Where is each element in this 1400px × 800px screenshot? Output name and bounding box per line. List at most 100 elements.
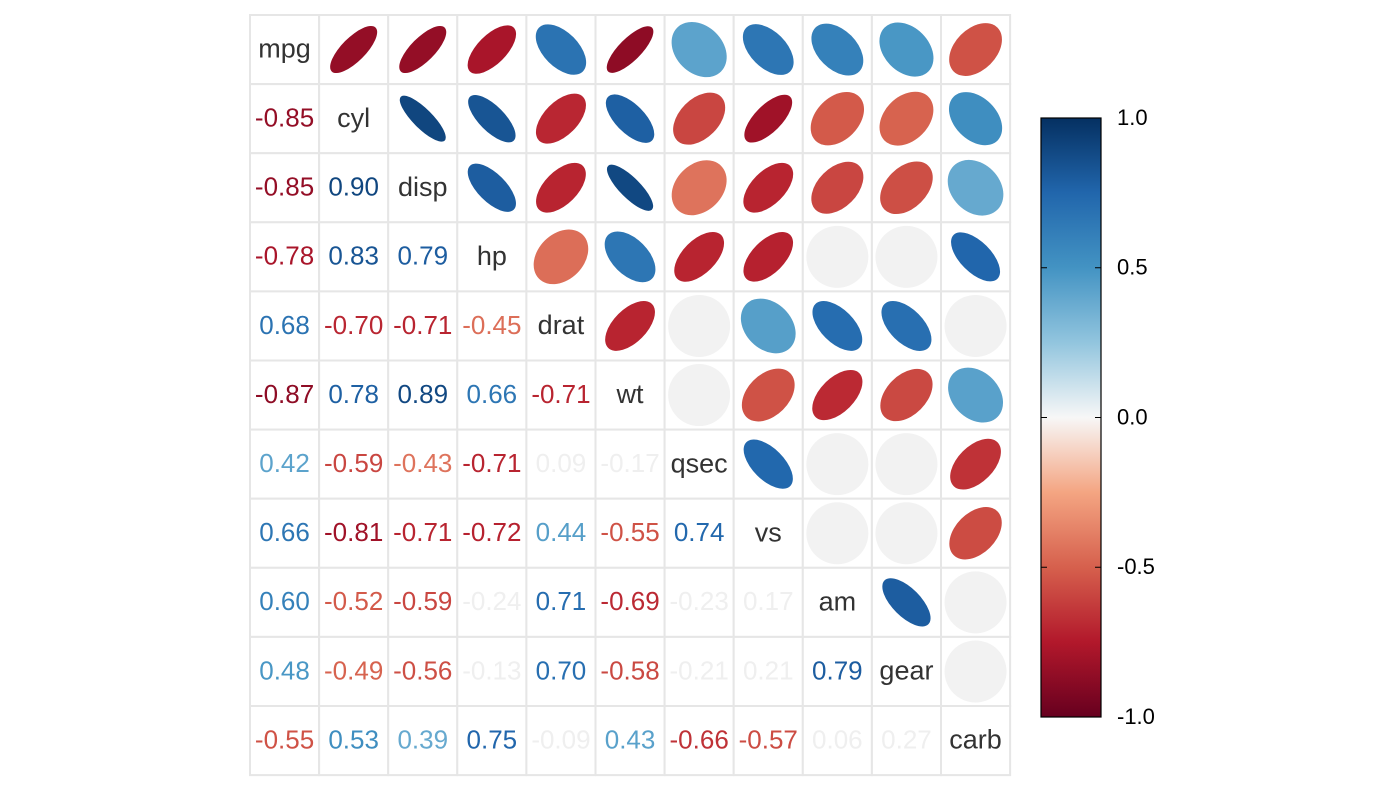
correlation-ellipse-drat-am xyxy=(812,301,863,351)
correlation-value-am-cyl: -0.52 xyxy=(324,586,383,616)
correlation-ellipse-cyl-qsec xyxy=(673,92,726,145)
correlation-value-carb-am: 0.06 xyxy=(812,724,863,754)
insignificant-circle-gear-carb xyxy=(944,640,1007,703)
matrix-cell-qsec-disp xyxy=(387,428,459,500)
matrix-cell-am-mpg xyxy=(249,566,321,638)
correlation-value-drat-disp: -0.71 xyxy=(393,310,452,340)
correlation-ellipse-mpg-vs xyxy=(742,24,794,75)
correlation-value-vs-disp: -0.71 xyxy=(393,517,452,547)
insignificant-circle-drat-qsec xyxy=(668,294,731,357)
matrix-cells: mpg -0.85 cyl -0.85 0.90 disp -0.78 0.83 0.79 hp 0… xyxy=(255,21,1007,755)
correlation-value-disp-cyl: 0.90 xyxy=(328,172,379,202)
correlation-value-am-drat: 0.71 xyxy=(536,586,587,616)
correlation-value-gear-hp: -0.13 xyxy=(462,655,521,685)
colorbar-label-2: 0.0 xyxy=(1117,404,1148,429)
correlation-ellipse-disp-drat xyxy=(536,162,586,213)
insignificant-circle-qsec-am xyxy=(806,433,869,496)
correlation-ellipse-wt-carb xyxy=(948,367,1004,423)
matrix-cell-qsec-mpg xyxy=(249,428,321,500)
insignificant-circle-qsec-gear xyxy=(875,433,938,496)
correlation-value-vs-wt: -0.55 xyxy=(600,517,659,547)
correlation-ellipse-wt-vs xyxy=(741,368,795,422)
correlation-ellipse-hp-drat xyxy=(533,229,589,285)
correlation-value-hp-cyl: 0.83 xyxy=(328,241,379,271)
correlation-value-vs-qsec: 0.74 xyxy=(674,517,725,547)
correlation-value-gear-vs: 0.21 xyxy=(743,655,794,685)
correlation-value-carb-wt: 0.43 xyxy=(605,724,656,754)
matrix-cell-qsec-carb xyxy=(940,428,1012,500)
correlation-value-carb-cyl: 0.53 xyxy=(328,724,379,754)
matrix-cell-drat-drat xyxy=(525,290,597,362)
correlation-value-gear-drat: 0.70 xyxy=(536,655,587,685)
insignificant-circle-drat-carb xyxy=(944,294,1007,357)
correlation-value-gear-wt: -0.58 xyxy=(600,655,659,685)
correlation-ellipse-cyl-gear xyxy=(879,91,934,146)
correlation-value-qsec-mpg: 0.42 xyxy=(259,448,310,478)
correlation-value-am-qsec: -0.23 xyxy=(670,586,729,616)
correlation-value-vs-cyl: -0.81 xyxy=(324,517,383,547)
colorbar-label-4: -1.0 xyxy=(1117,704,1155,729)
correlation-value-qsec-disp: -0.43 xyxy=(393,448,452,478)
correlation-value-gear-cyl: -0.49 xyxy=(324,655,383,685)
matrix-cell-wt-wt xyxy=(594,359,666,431)
correlation-ellipse-drat-gear xyxy=(881,300,932,351)
correlation-value-carb-mpg: -0.55 xyxy=(255,724,314,754)
matrix-cell-carb-wt xyxy=(594,705,666,777)
correlation-value-cyl-mpg: -0.85 xyxy=(255,103,314,133)
correlation-ellipse-hp-qsec xyxy=(674,231,725,282)
matrix-cell-carb-mpg xyxy=(249,705,321,777)
insignificant-circle-am-carb xyxy=(944,571,1007,634)
correlation-ellipse-mpg-cyl xyxy=(330,26,378,74)
correlation-ellipse-am-gear xyxy=(882,578,931,627)
correlation-value-gear-mpg: 0.48 xyxy=(259,655,310,685)
colorbar xyxy=(1040,117,1102,718)
matrix-cell-drat-cyl xyxy=(318,290,390,362)
correlation-ellipse-disp-am xyxy=(811,161,864,214)
matrix-cell-drat-hp xyxy=(456,290,528,362)
correlation-ellipse-mpg-hp xyxy=(467,25,517,74)
variable-label-am: am xyxy=(819,586,857,616)
correlation-value-drat-mpg: 0.68 xyxy=(259,310,310,340)
matrix-cell-gear-drat xyxy=(525,635,597,708)
correlation-value-wt-drat: -0.71 xyxy=(531,379,590,409)
correlation-value-qsec-hp: -0.71 xyxy=(462,448,521,478)
variable-label-cyl: cyl xyxy=(337,103,370,133)
matrix-cell-gear-am xyxy=(801,635,873,708)
correlation-value-wt-hp: 0.66 xyxy=(467,379,518,409)
correlation-ellipse-hp-vs xyxy=(743,232,794,282)
correlation-value-gear-am: 0.79 xyxy=(812,655,863,685)
correlation-value-carb-qsec: -0.66 xyxy=(670,724,729,754)
matrix-cell-vs-qsec xyxy=(663,497,735,569)
matrix-cell-mpg-mpg xyxy=(249,14,321,86)
correlation-value-am-wt: -0.69 xyxy=(600,586,659,616)
matrix-cell-gear-disp xyxy=(387,635,459,708)
correlation-ellipse-mpg-drat xyxy=(535,24,587,75)
matrix-cell-am-disp xyxy=(387,566,459,638)
correlation-value-carb-drat: -0.09 xyxy=(531,724,590,754)
matrix-cell-hp-hp xyxy=(456,221,528,293)
matrix-cell-carb-am xyxy=(801,705,873,777)
matrix-cell-carb-drat xyxy=(525,705,597,777)
correlation-ellipse-mpg-gear xyxy=(879,22,934,77)
variable-label-drat: drat xyxy=(538,310,585,340)
correlation-value-wt-disp: 0.89 xyxy=(397,379,448,409)
variable-label-vs: vs xyxy=(755,517,782,547)
matrix-cell-wt-hp xyxy=(456,359,528,431)
insignificant-circle-wt-qsec xyxy=(668,364,731,427)
matrix-cell-qsec-wt xyxy=(594,428,666,500)
variable-label-qsec: qsec xyxy=(671,448,728,478)
correlation-value-qsec-cyl: -0.59 xyxy=(324,448,383,478)
correlation-ellipse-disp-gear xyxy=(880,161,933,215)
matrix-cell-drat-mpg xyxy=(249,290,321,362)
colorbar-label-0: 1.0 xyxy=(1117,105,1148,130)
correlation-ellipse-mpg-carb xyxy=(949,23,1002,76)
matrix-cell-vs-vs xyxy=(732,497,804,569)
correlation-ellipse-cyl-hp xyxy=(468,94,516,143)
correlation-value-gear-qsec: -0.21 xyxy=(670,655,729,685)
colorbar-label-3: -0.5 xyxy=(1117,554,1155,579)
correlation-value-wt-cyl: 0.78 xyxy=(328,379,379,409)
matrix-cell-carb-cyl xyxy=(318,705,390,777)
correlation-ellipse-mpg-qsec xyxy=(671,21,727,78)
correlation-value-qsec-drat: 0.09 xyxy=(536,448,587,478)
